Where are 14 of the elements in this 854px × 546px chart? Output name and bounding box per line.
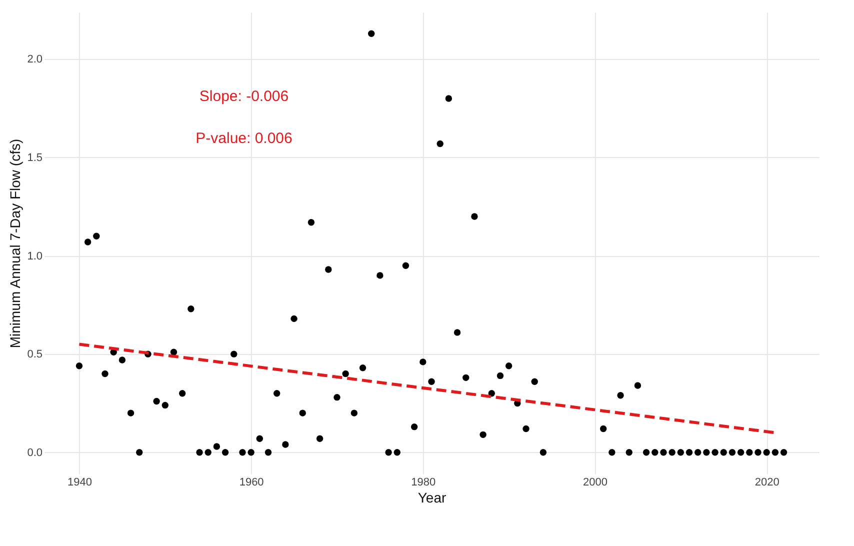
x-axis-title: Year bbox=[418, 490, 446, 506]
y-tick-label: 1.0 bbox=[27, 250, 42, 262]
y-tick-label: 0.5 bbox=[27, 348, 42, 361]
x-tick-label: 1960 bbox=[239, 476, 264, 488]
y-tick-label: 0.0 bbox=[27, 446, 42, 459]
y-tick-label: 2.0 bbox=[27, 54, 42, 66]
annotation: P-value: 0.006 bbox=[196, 130, 292, 147]
y-axis-title: Minimum Annual 7-Day Flow (cfs) bbox=[7, 138, 24, 348]
x-tick-label: 1940 bbox=[67, 476, 92, 488]
x-tick-label: 2020 bbox=[754, 476, 780, 488]
annotation: Slope: -0.006 bbox=[199, 88, 289, 105]
x-tick-label: 1980 bbox=[411, 476, 436, 488]
y-tick-label: 1.5 bbox=[27, 152, 42, 164]
x-tick-label: 2000 bbox=[583, 476, 608, 488]
